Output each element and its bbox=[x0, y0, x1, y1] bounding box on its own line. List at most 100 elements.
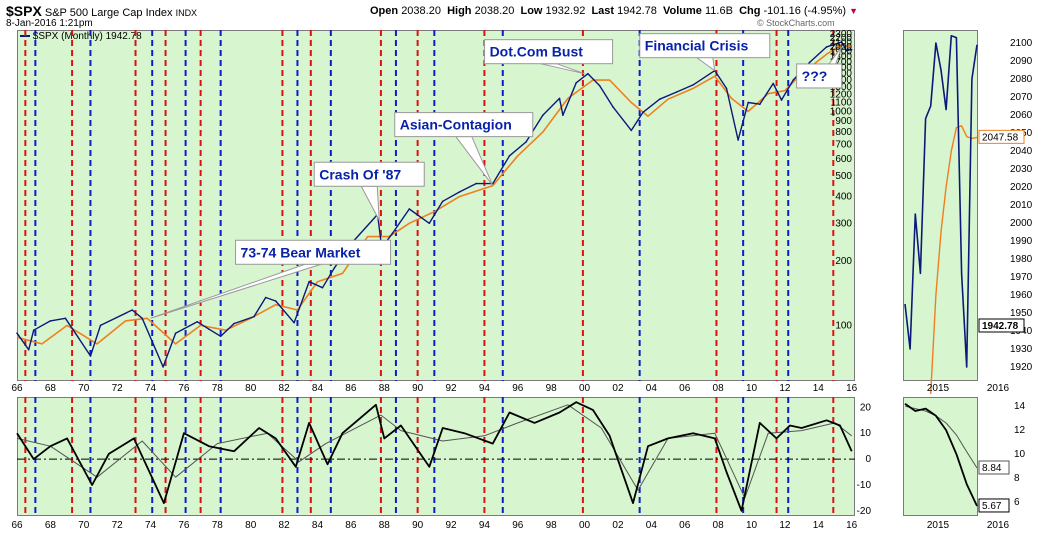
x-tick-label: 78 bbox=[212, 383, 224, 394]
last-price-box bbox=[978, 318, 1025, 333]
x-tick-label: 10 bbox=[746, 383, 758, 394]
dropdown-arrow-icon[interactable]: ▼ bbox=[849, 6, 859, 16]
zoom-x-tick-label: 2015 bbox=[927, 383, 950, 394]
x-tick-label: 84 bbox=[312, 520, 324, 531]
legend-swatch-icon bbox=[20, 35, 30, 38]
x-tick-label: 88 bbox=[379, 520, 391, 531]
price-point bbox=[587, 72, 589, 75]
oscillator-fast-line bbox=[16, 401, 853, 512]
x-tick-label: 16 bbox=[846, 520, 858, 531]
zoom-y-tick-label: 2070 bbox=[1010, 92, 1033, 103]
annotation-callout: Asian-Contagion bbox=[394, 112, 534, 186]
y-tick-label: 100 bbox=[835, 320, 852, 331]
x-tick-label: 76 bbox=[178, 383, 190, 394]
price-point bbox=[508, 155, 511, 157]
low-value: 1932.92 bbox=[545, 5, 586, 17]
zoom-osc-fast-line bbox=[904, 403, 978, 507]
zoom-x-tick-label: 2016 bbox=[987, 383, 1010, 394]
price-point bbox=[333, 267, 335, 270]
zoom-y-tick-label: 2040 bbox=[1010, 146, 1033, 157]
osc-y-tick-label: -10 bbox=[857, 480, 872, 491]
price-line bbox=[16, 41, 852, 368]
watermark: © StockCharts.com bbox=[757, 18, 835, 28]
callout-pointer bbox=[695, 57, 716, 72]
price-point bbox=[233, 322, 235, 325]
callout-box bbox=[484, 39, 614, 65]
zoom-y-tick-label: 2020 bbox=[1010, 182, 1033, 193]
price-point bbox=[174, 332, 177, 334]
zoom-oscillator-panel bbox=[903, 397, 978, 516]
price-point bbox=[725, 87, 728, 90]
y-tick-label: 900 bbox=[835, 116, 852, 127]
zoom-y-tick-label: 2030 bbox=[1010, 164, 1033, 175]
zoom-y-tick-label: 2100 bbox=[1010, 38, 1033, 49]
osc-y-tick-label: 10 bbox=[860, 428, 872, 439]
zoom-osc-y-tick-label: 6 bbox=[1014, 497, 1020, 508]
x-tick-label: 68 bbox=[45, 383, 57, 394]
zoom-price-panel bbox=[903, 30, 978, 381]
price-point bbox=[612, 106, 614, 108]
annotation-callout: Crash Of '87 bbox=[313, 161, 425, 221]
callout-pointer bbox=[540, 63, 585, 75]
x-tick-label: 74 bbox=[145, 520, 157, 531]
annotation-callout: ??? bbox=[796, 46, 843, 89]
change-value: -101.16 (-4.95%) bbox=[763, 5, 847, 17]
x-tick-label: 66 bbox=[11, 520, 23, 531]
annotation-callout: 73-74 Bear Market bbox=[150, 239, 392, 319]
price-point bbox=[49, 320, 52, 322]
x-tick-label: 00 bbox=[579, 520, 591, 531]
x-tick-label: 66 bbox=[11, 383, 23, 394]
price-point bbox=[475, 182, 477, 185]
zoom-y-tick-label: 1970 bbox=[1010, 272, 1033, 283]
zoom-osc-y-tick-label: 10 bbox=[1014, 449, 1026, 460]
price-point bbox=[162, 366, 164, 368]
price-point bbox=[16, 332, 18, 334]
zoom-osc-x-tick-label: 2015 bbox=[927, 520, 950, 531]
price-point bbox=[840, 41, 843, 43]
zoom-y-tick-label: 1930 bbox=[1010, 344, 1033, 355]
callout-box bbox=[235, 239, 392, 265]
price-point bbox=[408, 208, 411, 210]
price-point bbox=[737, 139, 739, 141]
y-tick-label: 200 bbox=[835, 256, 852, 267]
annotation-label: Asian-Contagion bbox=[400, 117, 512, 133]
zoom-y-tick-label: 2000 bbox=[1010, 218, 1033, 229]
annotation-label: 73-74 Bear Market bbox=[241, 244, 361, 260]
price-point bbox=[562, 114, 564, 116]
x-tick-label: 82 bbox=[279, 520, 291, 531]
zoom-osc-x-tick-label: 2016 bbox=[987, 520, 1010, 531]
zoom-y-tick-label: 1980 bbox=[1010, 254, 1033, 265]
price-point bbox=[525, 141, 527, 143]
fast-value-box bbox=[978, 498, 1010, 513]
x-tick-label: 12 bbox=[779, 520, 791, 531]
price-point bbox=[321, 286, 324, 289]
annotation-label: ??? bbox=[802, 68, 828, 84]
price-point bbox=[542, 114, 544, 116]
x-tick-label: 80 bbox=[245, 520, 257, 531]
price-point bbox=[293, 321, 295, 324]
y-tick-label: 1100 bbox=[830, 98, 852, 109]
legend: $SPX (Monthly) 1942.78 bbox=[20, 31, 142, 42]
price-point bbox=[208, 328, 210, 331]
price-point bbox=[428, 222, 431, 225]
osc-y-tick-label: -20 bbox=[857, 506, 872, 517]
callout-box bbox=[796, 63, 843, 89]
index-name: S&P 500 Large Cap Index bbox=[44, 7, 173, 19]
y-tick-label: 700 bbox=[835, 140, 852, 151]
price-point bbox=[141, 317, 143, 320]
y-tick-label: 500 bbox=[835, 171, 852, 182]
x-tick-label: 80 bbox=[245, 383, 257, 394]
annotation-label: Dot.Com Bust bbox=[490, 44, 584, 60]
x-tick-label: 10 bbox=[746, 520, 758, 531]
price-point bbox=[219, 335, 222, 338]
y-tick-label: 1900 bbox=[830, 47, 853, 58]
ma-line bbox=[16, 43, 852, 345]
zoom-osc-y-tick-label: 14 bbox=[1014, 401, 1026, 412]
price-point bbox=[630, 129, 633, 132]
price-point bbox=[131, 309, 133, 311]
x-tick-label: 72 bbox=[112, 383, 124, 394]
x-tick-label: 70 bbox=[78, 383, 90, 394]
x-tick-label: 86 bbox=[345, 520, 357, 531]
y-tick-label: 800 bbox=[835, 127, 852, 138]
